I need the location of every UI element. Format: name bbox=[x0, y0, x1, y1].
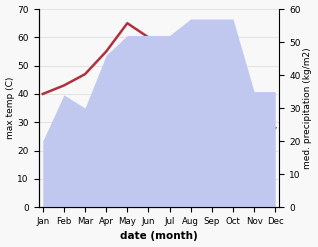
Y-axis label: max temp (C): max temp (C) bbox=[5, 77, 15, 139]
Y-axis label: med. precipitation (kg/m2): med. precipitation (kg/m2) bbox=[303, 47, 313, 169]
X-axis label: date (month): date (month) bbox=[120, 231, 198, 242]
